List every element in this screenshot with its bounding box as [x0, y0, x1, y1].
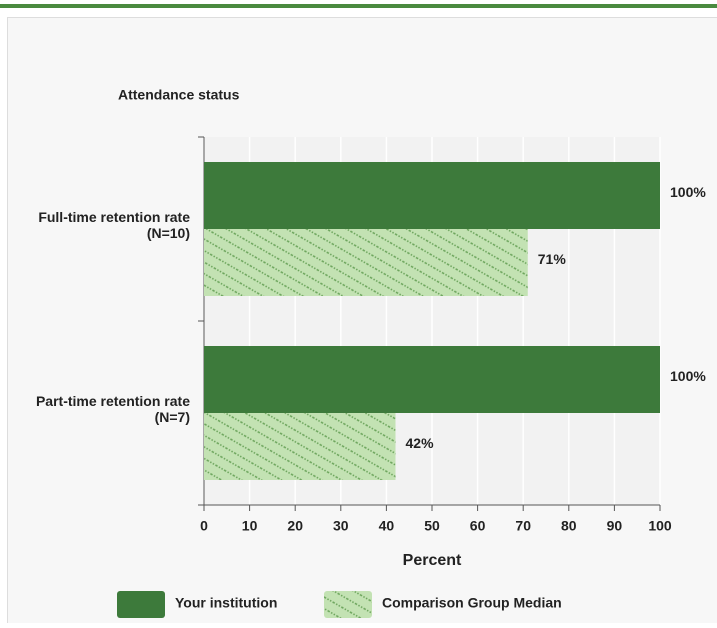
value-label: 100%	[670, 184, 706, 200]
legend-label: Your institution	[175, 595, 277, 611]
x-axis-title: Percent	[403, 552, 462, 569]
x-tick-label: 100	[648, 518, 672, 534]
value-label: 100%	[670, 368, 706, 384]
legend-label: Comparison Group Median	[382, 595, 562, 611]
x-tick-label: 80	[561, 518, 577, 534]
bar	[204, 346, 660, 413]
x-tick-label: 50	[424, 518, 440, 534]
chart-title: Attendance status	[118, 87, 240, 103]
x-tick-label: 0	[200, 518, 208, 534]
x-tick-label: 30	[333, 518, 349, 534]
bar	[204, 229, 528, 296]
x-tick-label: 70	[515, 518, 531, 534]
x-tick-label: 40	[379, 518, 395, 534]
value-label: 42%	[406, 435, 435, 451]
value-label: 71%	[538, 251, 567, 267]
category-label: Full-time retention rate (N=10)	[10, 209, 190, 241]
legend-swatch	[324, 591, 372, 618]
top-bar	[0, 4, 717, 8]
bar	[204, 413, 396, 480]
legend-swatch	[117, 591, 165, 618]
x-tick-label: 10	[242, 518, 258, 534]
x-tick-label: 90	[607, 518, 623, 534]
x-tick-label: 60	[470, 518, 486, 534]
category-label: Part-time retention rate (N=7)	[10, 393, 190, 425]
bar	[204, 162, 660, 229]
category-label-box: Part-time retention rate (N=7)	[10, 393, 190, 433]
category-label-box: Full-time retention rate (N=10)	[10, 209, 190, 249]
x-tick-label: 20	[287, 518, 303, 534]
